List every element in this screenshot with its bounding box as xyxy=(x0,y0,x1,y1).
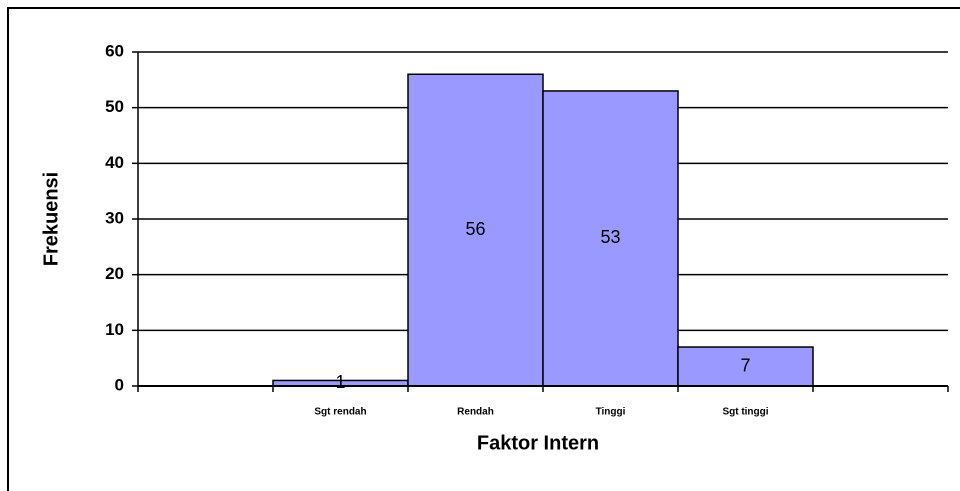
y-tick-label: 40 xyxy=(105,153,124,172)
bar xyxy=(677,346,814,387)
data-label: 53 xyxy=(600,227,620,247)
x-tick-label: Sgt rendah xyxy=(314,407,366,418)
x-tick-label: Tinggi xyxy=(596,407,626,418)
data-label: 56 xyxy=(465,219,485,239)
y-tick-label: 60 xyxy=(105,41,124,60)
y-tick-label: 20 xyxy=(105,264,124,283)
y-tick-label: 10 xyxy=(105,320,124,339)
data-label: 7 xyxy=(740,355,750,375)
data-label: 1 xyxy=(335,372,345,392)
x-tick-label: Rendah xyxy=(457,407,494,418)
y-tick-label: 0 xyxy=(115,375,124,394)
x-axis-title: Faktor Intern xyxy=(477,432,599,454)
y-tick-label: 30 xyxy=(105,208,124,227)
y-axis-title: Frekuensi xyxy=(40,172,62,266)
x-tick-label: Sgt tinggi xyxy=(722,407,768,418)
y-tick-label: 50 xyxy=(105,97,124,116)
